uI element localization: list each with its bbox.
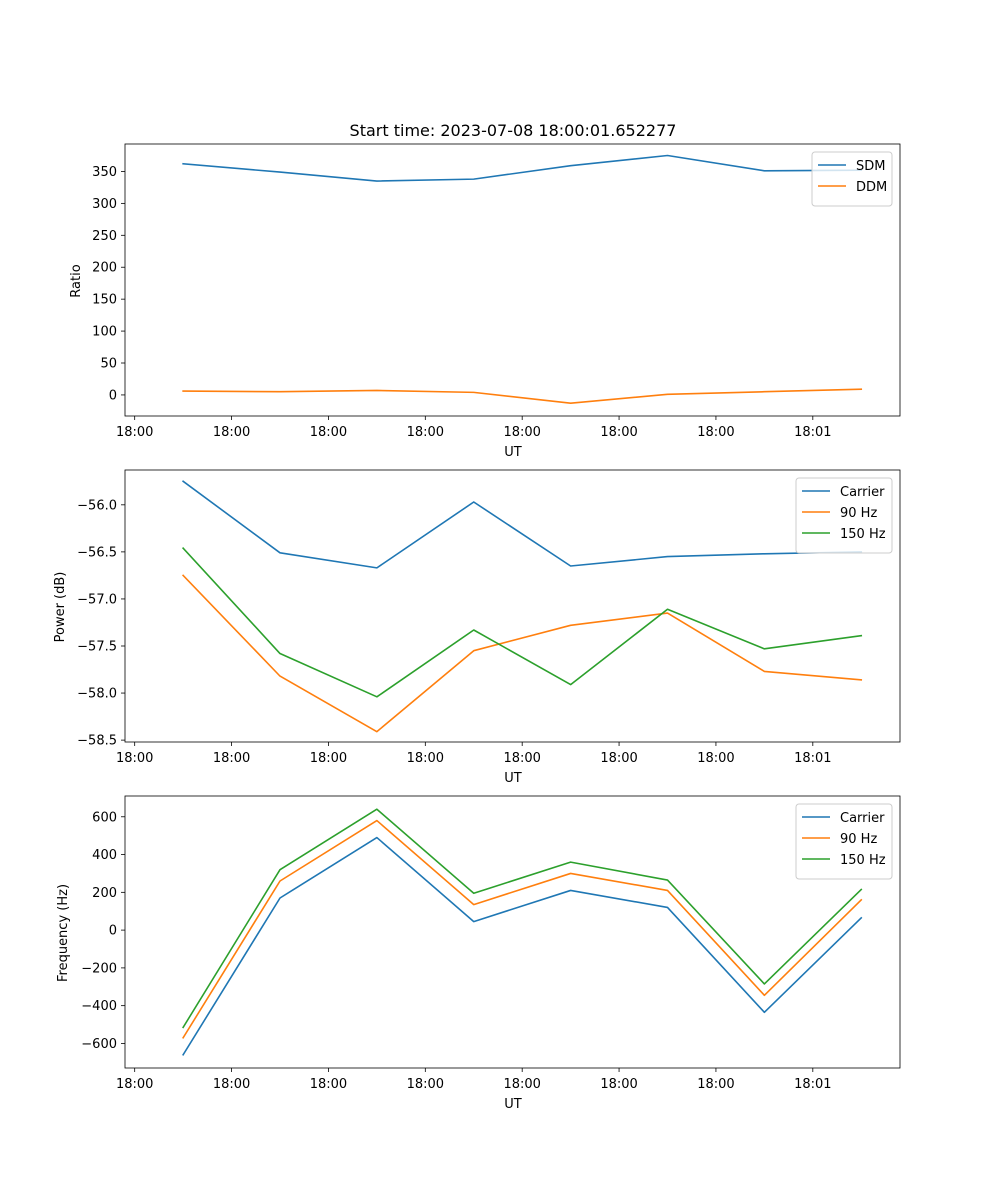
legend-label: 150 Hz <box>840 527 886 542</box>
legend-label: SDM <box>856 159 885 174</box>
x-tick-label: 18:01 <box>794 751 831 766</box>
y-tick-label: 600 <box>92 810 117 825</box>
x-tick-label: 18:00 <box>697 1077 734 1092</box>
legend-label: Carrier <box>840 811 885 826</box>
y-tick-label: 200 <box>92 886 117 901</box>
x-tick-label: 18:00 <box>213 751 250 766</box>
series-line-150-hz <box>181 546 863 698</box>
x-tick-label: 18:00 <box>310 751 347 766</box>
y-tick-label: 400 <box>92 848 117 863</box>
legend-box <box>795 803 893 880</box>
legend-label: 90 Hz <box>840 506 877 521</box>
x-tick-label: 18:00 <box>697 751 734 766</box>
y-tick-label: −58.0 <box>77 687 117 702</box>
axes-frame <box>124 469 901 743</box>
x-tick-label: 18:00 <box>116 751 153 766</box>
x-tick-label: 18:00 <box>310 1077 347 1092</box>
x-tick-label: 18:00 <box>116 425 153 440</box>
y-tick-label: 350 <box>92 165 117 180</box>
axes-frame <box>124 795 901 1069</box>
power-panel: UT Power (dB) 18:00 18:00 18:00 18:00 18:00 1… <box>53 469 901 786</box>
x-tick-label: 18:00 <box>697 425 734 440</box>
legend-label: Carrier <box>840 485 885 500</box>
x-axis-label: UT <box>504 771 522 786</box>
y-tick-label: −600 <box>81 1037 117 1052</box>
x-axis-label: UT <box>504 445 522 460</box>
x-tick-label: 18:00 <box>503 425 540 440</box>
x-tick-label: 18:00 <box>213 1077 250 1092</box>
x-tick-label: 18:01 <box>794 1077 831 1092</box>
legend-label: DDM <box>856 180 887 195</box>
ratio-panel: Start time: 2023-07-08 18:00:01.652277 U… <box>69 121 901 460</box>
x-tick-label: 18:00 <box>116 1077 153 1092</box>
series-line-carrier <box>182 836 863 1056</box>
x-tick-label: 18:00 <box>600 425 637 440</box>
x-tick-label: 18:00 <box>213 425 250 440</box>
frequency-panel: UT Frequency (Hz) 18:00 18:00 18:00 18:00 18… <box>56 795 901 1112</box>
legend-label: 150 Hz <box>840 853 886 868</box>
series-line-90-hz <box>181 574 863 733</box>
chart-title: Start time: 2023-07-08 18:00:01.652277 <box>350 121 677 140</box>
series-line-sdm <box>182 154 863 182</box>
x-tick-label: 18:01 <box>794 425 831 440</box>
x-tick-label: 18:00 <box>407 425 444 440</box>
y-tick-label: −200 <box>81 961 117 976</box>
y-tick-label: −400 <box>81 999 117 1014</box>
y-tick-label: −56.5 <box>77 545 117 560</box>
y-tick-label: 0 <box>109 388 117 403</box>
y-tick-label: 0 <box>109 924 117 939</box>
series-line-150-hz <box>182 808 863 1029</box>
x-axis-label: UT <box>504 1097 522 1112</box>
y-tick-label: −57.5 <box>77 640 117 655</box>
legend-box <box>795 477 893 554</box>
x-tick-label: 18:00 <box>407 751 444 766</box>
x-tick-label: 18:00 <box>503 751 540 766</box>
legend-label: 90 Hz <box>840 832 877 847</box>
x-tick-label: 18:00 <box>310 425 347 440</box>
legend: Carrier 90 Hz 150 Hz <box>795 477 893 554</box>
y-tick-label: 150 <box>92 293 117 308</box>
legend: Carrier 90 Hz 150 Hz <box>795 803 893 880</box>
y-axis-label: Frequency (Hz) <box>56 884 71 982</box>
x-tick-label: 18:00 <box>503 1077 540 1092</box>
y-tick-label: −57.0 <box>77 592 117 607</box>
y-tick-label: 50 <box>100 357 117 372</box>
x-tick-label: 18:00 <box>600 1077 637 1092</box>
series-line-90-hz <box>182 819 863 1039</box>
y-tick-label: 300 <box>92 197 117 212</box>
y-tick-label: 100 <box>92 325 117 340</box>
axes-frame <box>124 143 901 417</box>
series-line-ddm <box>182 388 863 405</box>
series-line-carrier <box>182 480 863 569</box>
x-tick-label: 18:00 <box>600 751 637 766</box>
y-tick-label: −58.5 <box>77 734 117 749</box>
y-axis-label: Power (dB) <box>53 572 68 643</box>
y-tick-label: 250 <box>92 229 117 244</box>
x-tick-label: 18:00 <box>407 1077 444 1092</box>
y-axis-label: Ratio <box>69 264 84 297</box>
y-tick-label: 200 <box>92 261 117 276</box>
y-tick-label: −56.0 <box>77 498 117 513</box>
legend: SDM DDM <box>811 151 893 207</box>
